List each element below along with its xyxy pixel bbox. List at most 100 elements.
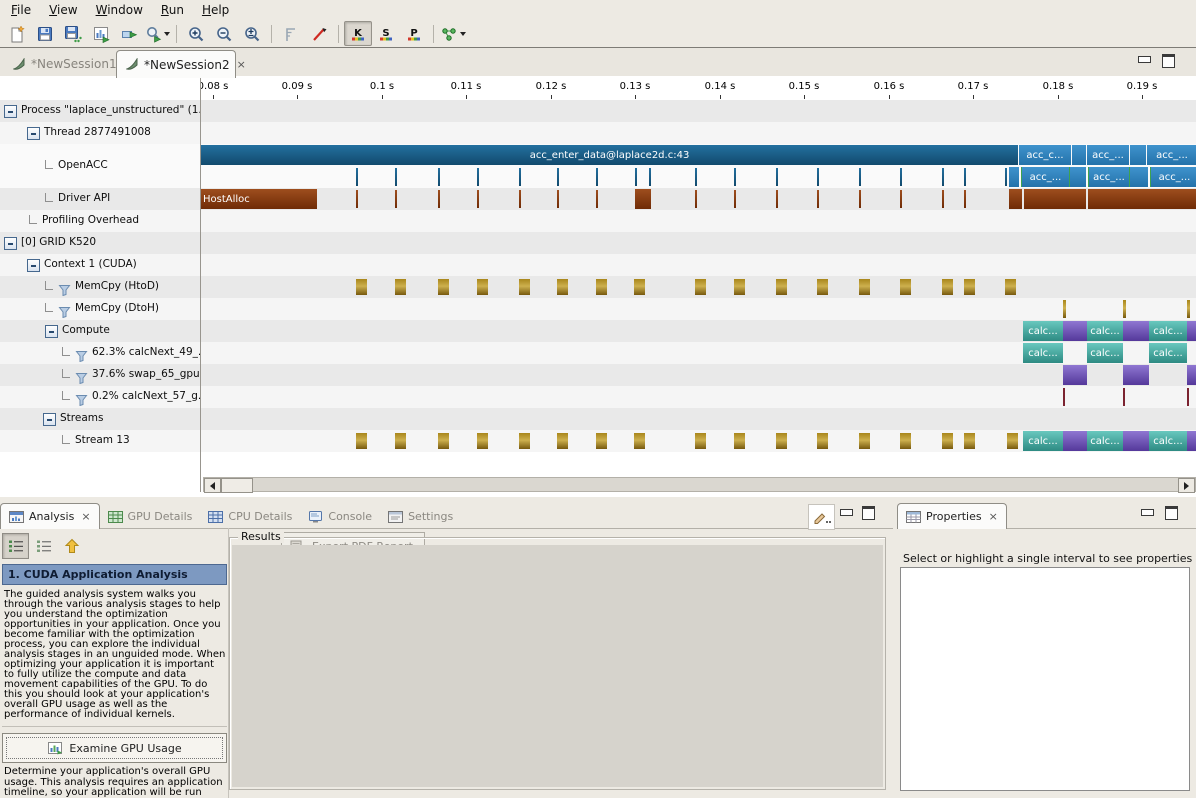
timeline-row-stream-13[interactable]: calc... calc... calc... (201, 430, 1196, 452)
timeline-tick-interval[interactable] (356, 168, 358, 186)
maximize-properties-icon[interactable] (1165, 506, 1178, 520)
timeline-interval-acc_[interactable]: acc_... (1147, 145, 1196, 165)
timeline-tick-interval[interactable] (859, 279, 870, 295)
timeline-tick-interval[interactable] (519, 190, 521, 208)
timeline-tick-interval[interactable] (1005, 168, 1007, 186)
zoom-out-button[interactable] (210, 21, 238, 46)
collapse-toggle-icon[interactable] (4, 105, 17, 118)
tree-item-0-2-calcnext_57_g[interactable]: 0.2% calcNext_57_g... (0, 386, 200, 409)
timeline-interval-hostalloc[interactable]: HostAlloc (201, 189, 317, 209)
timeline-row-memcpy-dtoh[interactable] (201, 298, 1196, 321)
tree-item-compute[interactable]: Compute (0, 320, 200, 343)
topology-button[interactable] (439, 21, 467, 46)
timeline-interval[interactable] (1130, 167, 1148, 187)
timeline-row-calcnext-49[interactable]: calc... calc... calc... (201, 342, 1196, 365)
dropdown-caret-icon[interactable] (164, 31, 170, 36)
timeline-tick-interval[interactable] (776, 190, 778, 208)
view-tab-settings[interactable]: Settings (380, 505, 461, 529)
timeline-row-calcnext-57[interactable] (201, 386, 1196, 409)
timeline-tick-interval[interactable] (900, 168, 902, 186)
timeline-row-profiling-overhead[interactable] (201, 210, 1196, 233)
timeline-tick-interval[interactable] (557, 168, 559, 186)
timeline-tick-interval[interactable] (1063, 300, 1066, 318)
tree-item-thread-2877491008[interactable]: Thread 2877491008 (0, 122, 200, 145)
tree-item-process-laplace_unstructured-1[interactable]: Process "laplace_unstructured" (1... (0, 100, 200, 123)
timeline-interval-calc[interactable]: calc... (1087, 321, 1123, 341)
editor-tab-newsession2[interactable]: *NewSession2 × (116, 50, 246, 78)
timeline-interval[interactable] (1123, 365, 1149, 385)
timeline-interval-calc[interactable]: calc... (1149, 431, 1187, 451)
timeline-tick-interval[interactable] (942, 433, 953, 449)
import-timeline-button[interactable] (115, 21, 143, 46)
timeline-tick-interval[interactable] (1007, 433, 1018, 449)
timeline-tick-interval[interactable] (900, 279, 911, 295)
timeline-tick-interval[interactable] (596, 168, 598, 186)
timeline-interval-acc_c[interactable]: acc_c... (1019, 145, 1071, 165)
timeline-interval[interactable] (1123, 431, 1149, 451)
timeline-tick-interval[interactable] (964, 279, 975, 295)
menu-item-view[interactable]: View (49, 3, 78, 17)
timeline-tick-interval[interactable] (964, 433, 975, 449)
dropdown-caret-icon[interactable] (460, 31, 466, 36)
timeline-tick-interval[interactable] (734, 279, 745, 295)
timeline-tick-interval[interactable] (817, 279, 828, 295)
timeline-tick-interval[interactable] (634, 279, 645, 295)
timeline-tick-interval[interactable] (519, 279, 530, 295)
timeline-tick-interval[interactable] (695, 190, 697, 208)
stream-coloring-button[interactable]: S (372, 21, 400, 46)
examine-gpu-usage-button[interactable]: Examine GPU Usage (2, 733, 227, 763)
minimize-properties-icon[interactable] (1141, 509, 1154, 516)
timeline-interval[interactable] (1072, 145, 1086, 165)
timeline-tick-interval[interactable] (395, 433, 406, 449)
timeline-interval-calc[interactable]: calc... (1023, 321, 1063, 341)
timeline-tick-interval[interactable] (859, 433, 870, 449)
timeline-tick-interval[interactable] (942, 168, 944, 186)
timeline-tick-interval[interactable] (734, 433, 745, 449)
timeline-interval[interactable] (1088, 189, 1196, 209)
tree-item-openacc[interactable]: OpenACC (0, 144, 200, 189)
timeline-tick-interval[interactable] (635, 168, 637, 186)
timeline-tick-interval[interactable] (519, 433, 530, 449)
timeline-tick-interval[interactable] (942, 190, 944, 208)
unguided-analysis-mode-button[interactable] (30, 533, 57, 559)
filter-funnel-icon[interactable] (58, 281, 71, 299)
menu-item-window[interactable]: Window (95, 3, 143, 17)
timeline-interval-calc[interactable]: calc... (1023, 431, 1063, 451)
timeline-interval[interactable] (1009, 189, 1022, 209)
view-tab-properties[interactable]: Properties × (897, 503, 1007, 529)
tree-item-memcpy-dtoh[interactable]: MemCpy (DtoH) (0, 298, 200, 321)
timeline-tick-interval[interactable] (964, 168, 966, 186)
timeline-tick-interval[interactable] (356, 433, 367, 449)
collapse-toggle-icon[interactable] (45, 325, 58, 338)
timeline-row-compute[interactable]: calc... calc... calc... (201, 320, 1196, 343)
timeline-tick-interval[interactable] (1063, 388, 1065, 406)
tree-item-driver-api[interactable]: Driver API (0, 188, 200, 211)
tree-item-0-grid-k520[interactable]: [0] GRID K520 (0, 232, 200, 255)
minimize-editor-icon[interactable] (1138, 56, 1151, 63)
tree-item-37-6-swap_65_gpu[interactable]: 37.6% swap_65_gpu (0, 364, 200, 387)
timeline-interval-acc_[interactable]: acc_... (1150, 167, 1196, 187)
timeline-tick-interval[interactable] (859, 190, 861, 208)
timeline-interval-calc[interactable]: calc... (1149, 321, 1187, 341)
save-button[interactable] (31, 21, 59, 46)
guided-analysis-mode-button[interactable] (2, 533, 29, 559)
timeline-tick-interval[interactable] (776, 279, 787, 295)
timeline-tick-interval[interactable] (634, 433, 645, 449)
timeline-tick-interval[interactable] (356, 279, 367, 295)
mark-ruler-button[interactable] (277, 21, 305, 46)
timeline-tick-interval[interactable] (438, 279, 449, 295)
timeline-tick-interval[interactable] (519, 168, 521, 186)
save-all-button[interactable] (59, 21, 87, 46)
filter-funnel-icon[interactable] (75, 369, 88, 387)
view-tab-console[interactable]: Console (300, 505, 380, 529)
timeline-interval[interactable] (1024, 189, 1086, 209)
timeline-tick-interval[interactable] (734, 190, 736, 208)
new-session-button[interactable] (3, 21, 31, 46)
timeline-tick-interval[interactable] (695, 433, 706, 449)
timeline-row-swap-65[interactable] (201, 364, 1196, 387)
timeline-interval[interactable] (635, 189, 651, 209)
timeline-interval-acc_[interactable]: acc_... (1088, 167, 1130, 187)
timeline-interval-calc[interactable]: calc... (1087, 431, 1123, 451)
timeline-tick-interval[interactable] (395, 168, 397, 186)
close-tab-icon[interactable]: × (988, 510, 998, 523)
